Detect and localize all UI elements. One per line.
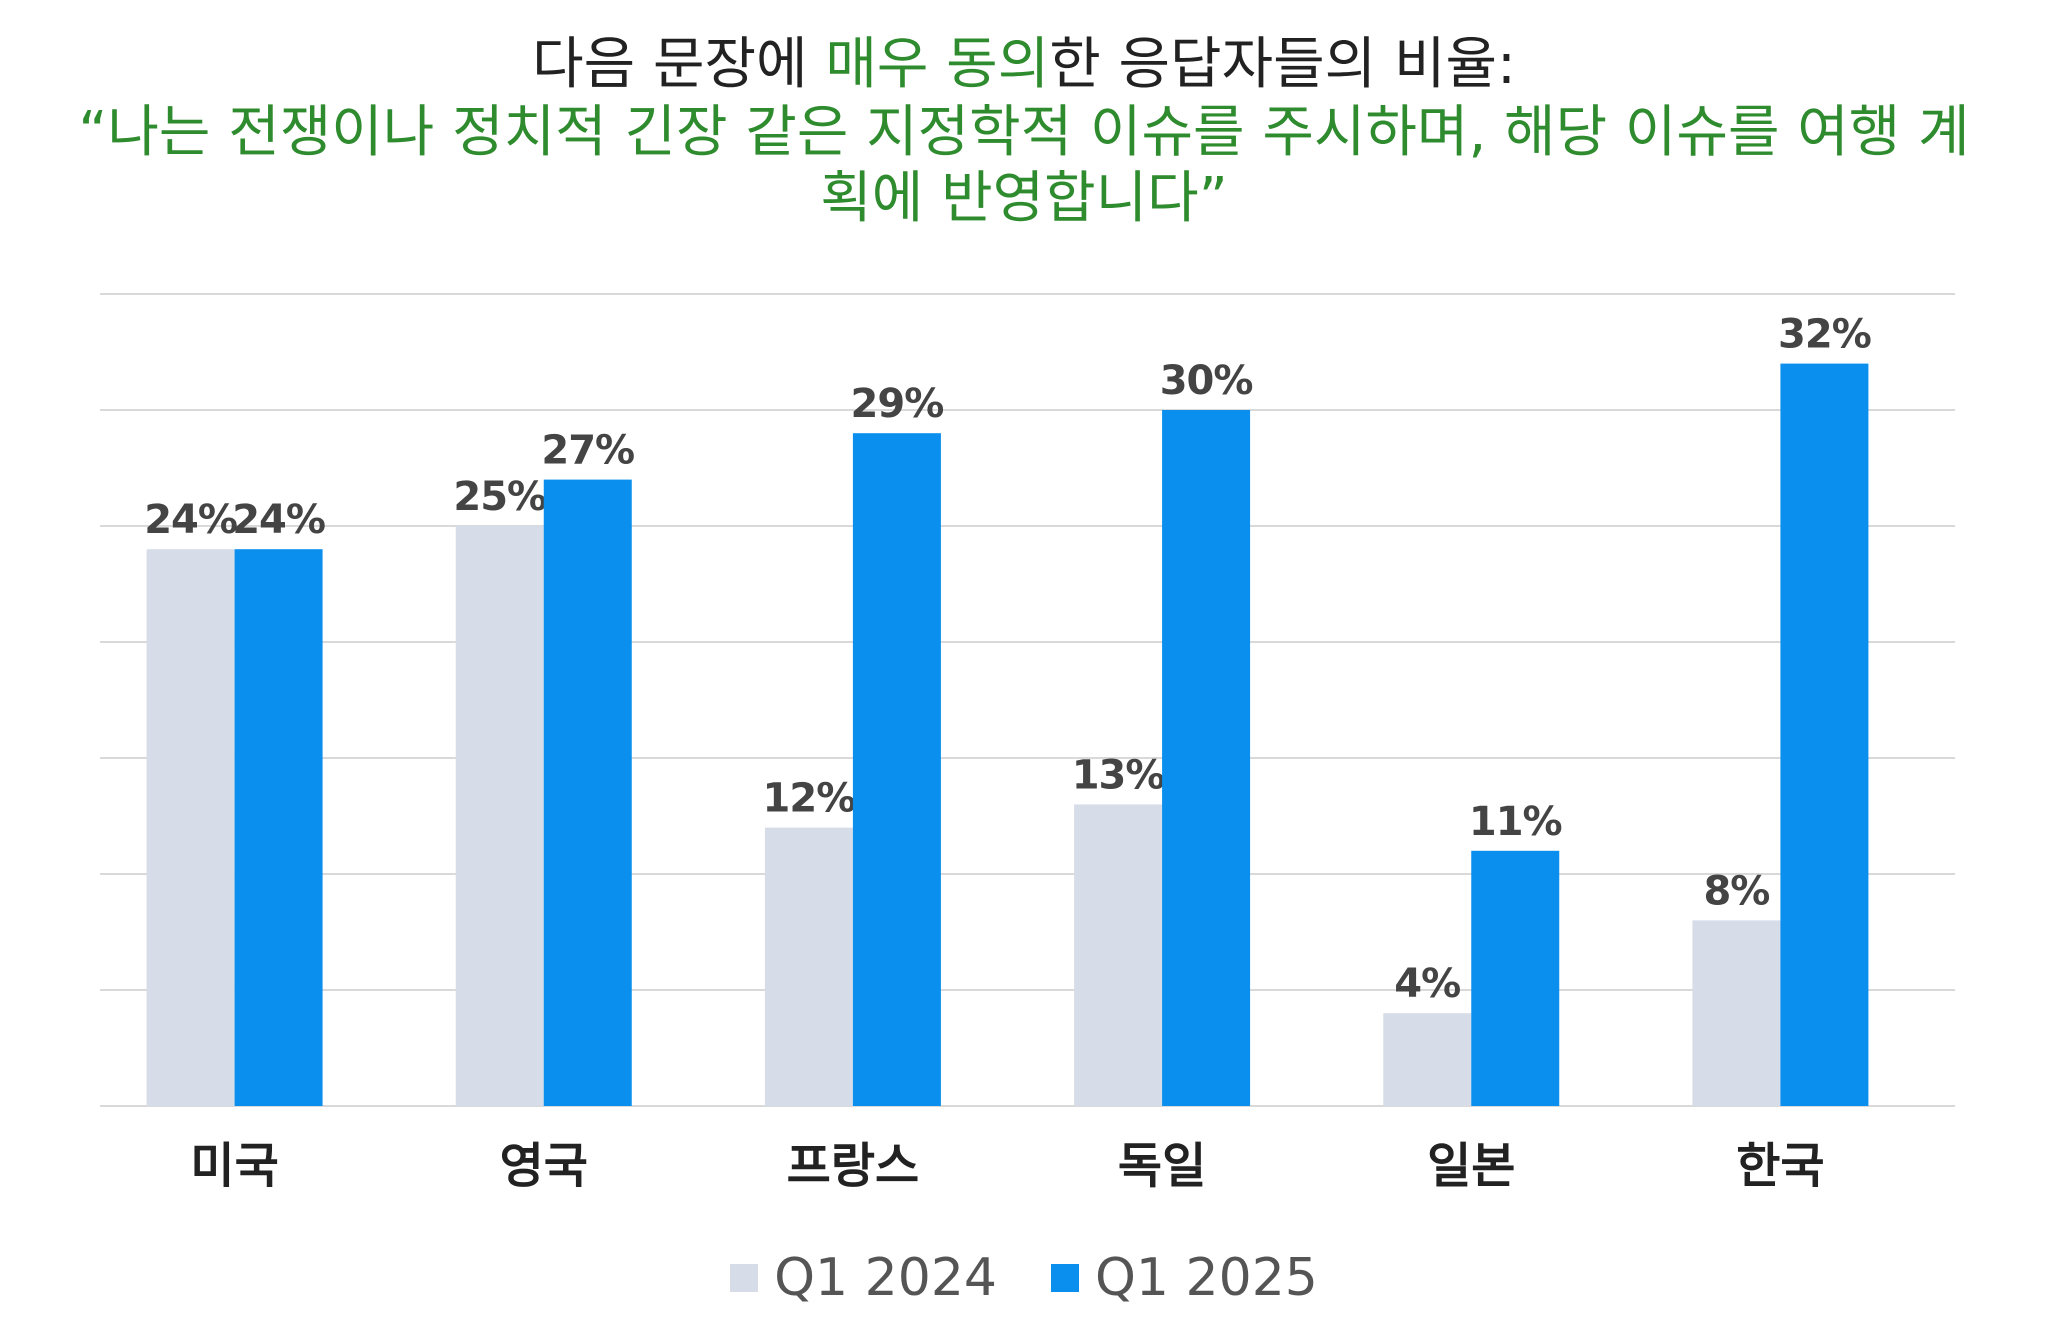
category-label-5: 한국: [1736, 1138, 1824, 1194]
title-quote: “나는 전쟁이나 정치적 긴장 같은 지정학적 이슈를 주시하며, 해당 이슈를…: [78, 100, 1970, 231]
bar-q1-2025-2: [852, 433, 941, 1106]
data-label-q1-2024-1: 25%: [453, 474, 546, 520]
bar-q1-2025-0: [234, 549, 323, 1106]
data-label-q1-2025-1: 27%: [541, 428, 634, 474]
data-label-q1-2025-2: 29%: [851, 381, 944, 427]
category-label-1: 영국: [500, 1138, 588, 1194]
bar-q1-2025-1: [543, 479, 632, 1107]
data-label-q1-2025-4: 11%: [1469, 799, 1562, 845]
bar-q1-2024-2: [764, 827, 853, 1106]
title-highlight: 매우 동의: [825, 32, 1050, 97]
legend-item-q1-2025: Q1 2025: [1051, 1248, 1318, 1308]
data-label-q1-2024-4: 4%: [1394, 961, 1460, 1007]
legend-swatch-q1-2025: [1051, 1264, 1079, 1292]
legend-label-q1-2025: Q1 2025: [1095, 1248, 1318, 1308]
category-label-4: 일본: [1427, 1138, 1515, 1194]
data-label-q1-2025-3: 30%: [1160, 358, 1253, 404]
bar-q1-2024-0: [146, 549, 235, 1106]
title-prefix: 다음 문장에: [532, 32, 826, 97]
data-label-q1-2025-0: 24%: [232, 497, 325, 543]
legend: Q1 2024 Q1 2025: [0, 1248, 2048, 1308]
data-label-q1-2024-3: 13%: [1072, 752, 1165, 798]
legend-label-q1-2024: Q1 2024: [774, 1248, 997, 1308]
title-suffix: 한 응답자들의 비율:: [1049, 32, 1516, 97]
bar-q1-2024-4: [1383, 1013, 1472, 1106]
bar-q1-2024-3: [1074, 804, 1163, 1106]
category-label-2: 프랑스: [787, 1138, 919, 1194]
bar-q1-2025-5: [1780, 363, 1869, 1107]
bar-q1-2025-4: [1471, 850, 1560, 1106]
bar-q1-2024-1: [455, 526, 544, 1106]
legend-item-q1-2024: Q1 2024: [730, 1248, 997, 1308]
chart-title: 다음 문장에 매우 동의한 응답자들의 비율: “나는 전쟁이나 정치적 긴장 …: [0, 30, 2048, 232]
category-label-0: 미국: [190, 1138, 278, 1194]
data-label-q1-2024-5: 8%: [1703, 868, 1769, 914]
bar-q1-2025-3: [1162, 410, 1251, 1106]
data-label-q1-2024-0: 24%: [144, 497, 237, 543]
title-line-1: 다음 문장에 매우 동의한 응답자들의 비율:: [0, 30, 2048, 100]
data-label-q1-2024-2: 12%: [763, 776, 856, 822]
data-label-q1-2025-5: 32%: [1778, 312, 1871, 358]
legend-swatch-q1-2024: [730, 1264, 759, 1292]
bar-q1-2024-5: [1692, 920, 1781, 1106]
category-label-3: 독일: [1118, 1138, 1206, 1194]
